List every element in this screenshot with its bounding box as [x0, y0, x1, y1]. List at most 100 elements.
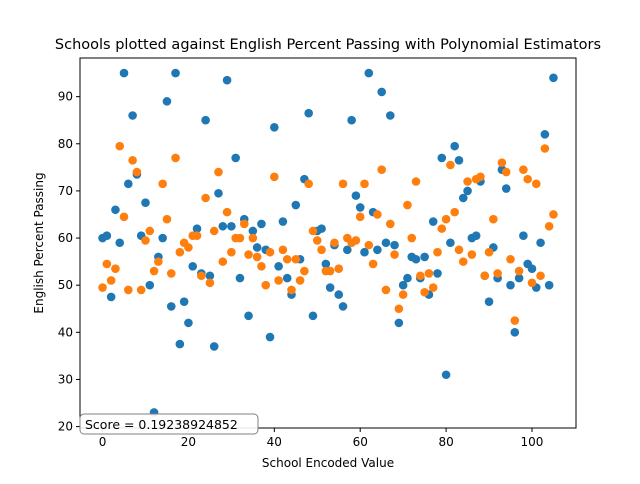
data-point-series-1: [428, 217, 438, 226]
data-point-series-1: [102, 231, 112, 240]
data-point-series-1: [162, 97, 172, 106]
data-point-series-2: [171, 153, 180, 163]
data-point-series-1: [192, 224, 202, 233]
data-point-series-1: [252, 243, 262, 252]
data-point-series-2: [222, 207, 232, 217]
data-point-series-2: [454, 245, 464, 255]
data-point-series-2: [192, 231, 202, 240]
data-point-series-1: [141, 198, 150, 207]
data-point-series-1: [308, 311, 318, 321]
data-point-series-2: [506, 254, 515, 264]
data-point-series-2: [355, 212, 365, 222]
data-point-series-2: [527, 278, 537, 288]
data-point-series-2: [227, 247, 236, 257]
data-point-series-2: [308, 226, 318, 236]
data-point-series-2: [523, 174, 532, 184]
data-point-series-1: [385, 111, 395, 120]
data-point-series-1: [184, 318, 193, 328]
data-point-series-1: [420, 252, 429, 262]
data-point-series-2: [119, 212, 129, 222]
data-point-series-2: [98, 283, 107, 292]
data-point-series-1: [381, 238, 391, 248]
data-point-series-1: [278, 217, 288, 226]
data-point-series-2: [154, 257, 163, 266]
data-point-series-2: [549, 210, 558, 219]
data-point-series-1: [227, 221, 236, 231]
data-point-series-1: [343, 245, 352, 255]
data-point-series-1: [317, 224, 326, 233]
data-point-series-1: [463, 186, 472, 196]
data-point-series-2: [476, 172, 485, 182]
data-point-series-2: [377, 165, 386, 175]
data-point-series-1: [355, 203, 365, 212]
data-point-series-1: [364, 68, 374, 78]
data-point-series-1: [235, 273, 245, 283]
data-point-series-1: [124, 179, 133, 189]
data-point-series-2: [360, 179, 369, 189]
data-point-series-2: [540, 144, 550, 153]
data-point-series-1: [433, 269, 442, 278]
points-layer: [98, 68, 558, 417]
data-point-series-2: [428, 283, 438, 292]
data-point-series-2: [158, 179, 167, 189]
data-point-series-1: [390, 240, 399, 250]
data-point-series-2: [317, 245, 326, 255]
data-point-series-2: [433, 247, 442, 257]
x-tick-label: 40: [267, 435, 282, 449]
data-point-series-2: [132, 167, 142, 177]
data-point-series-1: [115, 238, 125, 248]
data-point-series-2: [124, 285, 133, 295]
data-point-series-2: [437, 224, 447, 233]
data-point-series-2: [282, 254, 292, 264]
y-tick-label: 20: [58, 420, 73, 434]
data-point-series-2: [257, 262, 266, 271]
data-point-series-2: [162, 214, 172, 224]
data-point-series-2: [141, 236, 150, 245]
x-tick-label: 20: [181, 435, 196, 449]
y-axis-label: English Percent Passing: [32, 172, 46, 313]
data-point-series-2: [325, 266, 335, 276]
data-point-series-1: [244, 311, 253, 321]
data-point-series-2: [493, 269, 502, 278]
x-tick-label: 80: [438, 435, 453, 449]
data-point-series-1: [166, 302, 176, 311]
data-point-series-2: [544, 221, 554, 231]
data-point-series-2: [205, 278, 215, 288]
data-point-series-2: [102, 259, 112, 269]
data-point-series-2: [265, 247, 275, 257]
y-tick-label: 90: [58, 90, 73, 104]
data-point-series-1: [506, 280, 515, 290]
y-tick-label: 60: [58, 231, 73, 245]
data-point-series-2: [424, 269, 434, 278]
data-point-series-2: [489, 214, 498, 224]
data-point-series-2: [497, 158, 507, 167]
data-point-series-2: [398, 290, 408, 299]
data-point-series-1: [544, 280, 554, 290]
data-point-series-2: [416, 271, 425, 281]
data-point-series-1: [231, 153, 240, 163]
score-annotation-box: [79, 413, 259, 435]
data-point-series-1: [338, 302, 348, 311]
data-point-series-2: [248, 233, 258, 243]
data-point-series-1: [454, 155, 464, 165]
x-axis-ticks: 0 20 40 60 80 100: [99, 428, 543, 449]
data-point-series-2: [244, 250, 253, 259]
data-point-series-2: [197, 271, 206, 281]
data-point-series-1: [209, 342, 219, 351]
data-point-series-1: [450, 141, 459, 151]
data-point-series-2: [291, 254, 301, 264]
data-point-series-2: [536, 271, 545, 281]
data-point-series-1: [175, 339, 185, 349]
data-point-series-1: [549, 73, 558, 83]
data-point-series-1: [519, 231, 528, 240]
data-point-series-2: [446, 160, 455, 170]
data-point-series-1: [411, 254, 421, 264]
data-point-series-1: [119, 68, 129, 78]
chart-title: Schools plotted against English Percent …: [55, 37, 601, 53]
data-point-series-1: [257, 219, 266, 229]
data-point-series-2: [312, 236, 322, 245]
data-point-series-2: [145, 226, 155, 236]
x-tick-label: 0: [99, 435, 107, 449]
